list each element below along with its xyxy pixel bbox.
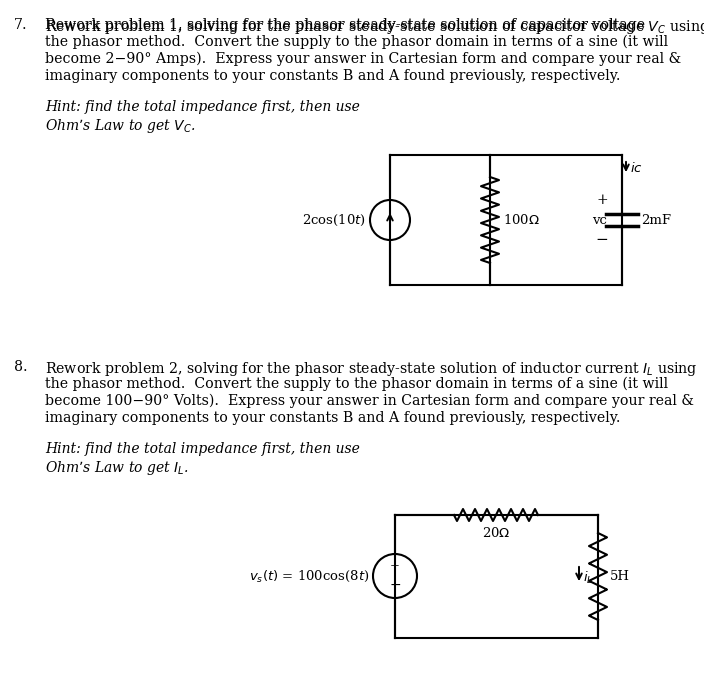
Text: Rework problem 1, solving for the phasor steady-state solution of capacitor volt: Rework problem 1, solving for the phasor… [45, 18, 650, 32]
Text: 100$\Omega$: 100$\Omega$ [503, 213, 540, 227]
Text: $i_L$: $i_L$ [583, 570, 593, 586]
Text: +: + [390, 561, 400, 574]
Text: $v_s(t)$ = 100cos(8$t$): $v_s(t)$ = 100cos(8$t$) [249, 568, 369, 584]
Text: become 2−90° Amps).  Express your answer in Cartesian form and compare your real: become 2−90° Amps). Express your answer … [45, 52, 681, 66]
Text: 2mF: 2mF [641, 214, 671, 226]
Text: imaginary components to your constants B and A found previously, respectively.: imaginary components to your constants B… [45, 69, 620, 83]
Text: vc: vc [592, 214, 607, 226]
Text: 5H: 5H [610, 570, 630, 582]
Text: the phasor method.  Convert the supply to the phasor domain in terms of a sine (: the phasor method. Convert the supply to… [45, 377, 668, 391]
Text: Rework problem 2, solving for the phasor steady-state solution of inductor curre: Rework problem 2, solving for the phasor… [45, 360, 698, 378]
Text: imaginary components to your constants B and A found previously, respectively.: imaginary components to your constants B… [45, 411, 620, 425]
Text: Hint: find the total impedance first, then use: Hint: find the total impedance first, th… [45, 100, 360, 114]
Text: 2cos(10$t$): 2cos(10$t$) [302, 212, 366, 228]
Text: 20$\Omega$: 20$\Omega$ [482, 526, 510, 540]
Text: 8.: 8. [14, 360, 27, 374]
Text: +: + [596, 193, 608, 207]
Text: −: − [389, 578, 401, 592]
Text: become 100−90° Volts).  Express your answer in Cartesian form and compare your r: become 100−90° Volts). Express your answ… [45, 394, 694, 408]
Text: the phasor method.  Convert the supply to the phasor domain in terms of a sine (: the phasor method. Convert the supply to… [45, 35, 668, 49]
Text: Hint: find the total impedance first, then use: Hint: find the total impedance first, th… [45, 442, 360, 456]
Text: 7.: 7. [14, 18, 27, 32]
Text: Ohm’s Law to get $I_L$.: Ohm’s Law to get $I_L$. [45, 459, 189, 477]
Text: Rework problem 1, solving for the phasor steady-state solution of capacitor volt: Rework problem 1, solving for the phasor… [45, 18, 704, 36]
Text: $ic$: $ic$ [630, 161, 643, 175]
Text: Ohm’s Law to get $V_C$.: Ohm’s Law to get $V_C$. [45, 117, 196, 135]
Text: −: − [596, 233, 608, 247]
